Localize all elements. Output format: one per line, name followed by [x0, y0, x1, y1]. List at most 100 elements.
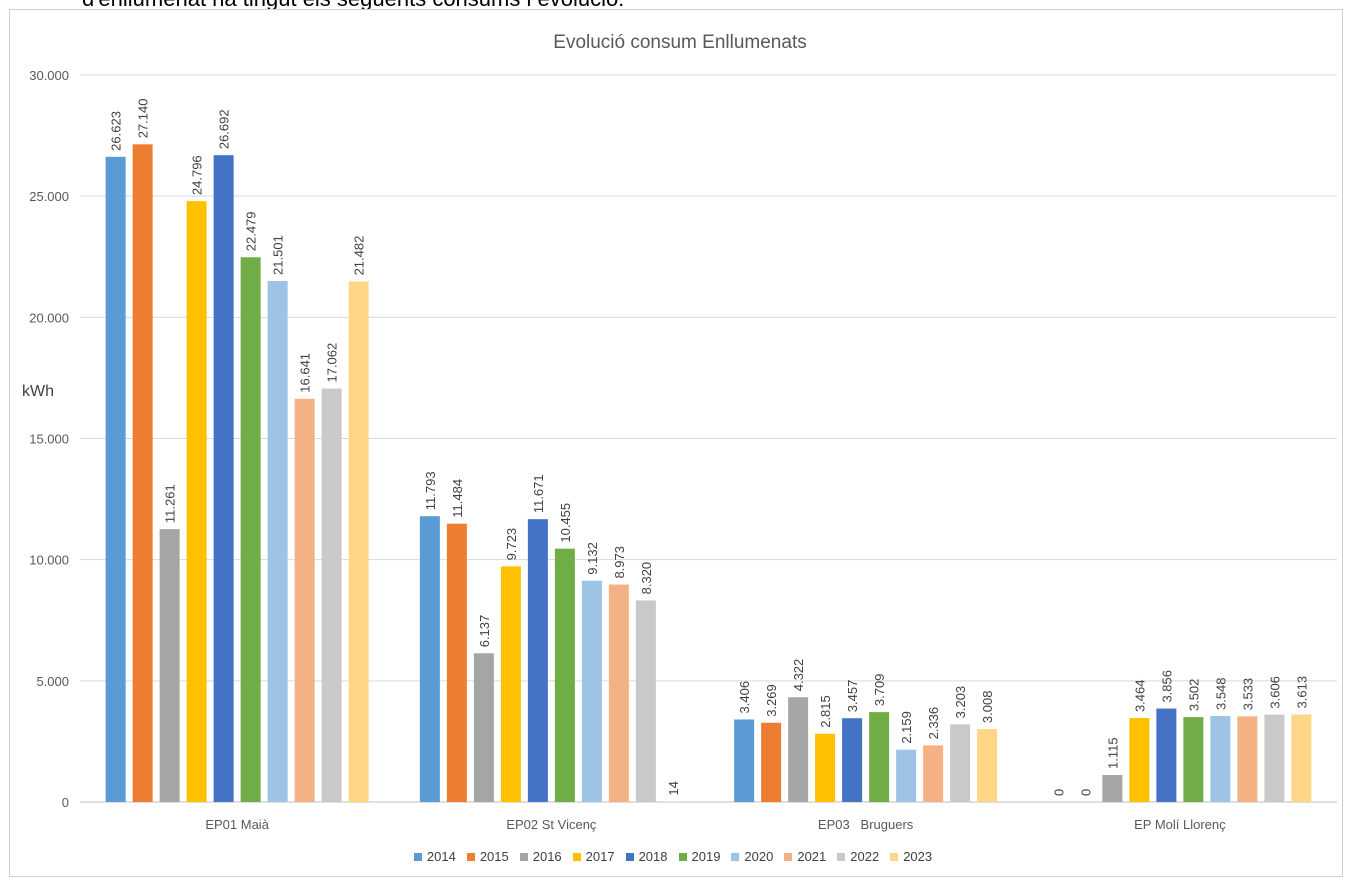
bar-2016	[473, 653, 494, 802]
y-tick-label: 5.000	[36, 674, 69, 689]
legend-label: 2017	[585, 849, 615, 864]
data-label: 3.613	[1294, 676, 1309, 709]
data-label: 3.502	[1186, 679, 1201, 712]
y-tick-labels: 0 5.000 10.000 15.000 20.000 25.000 30.000	[29, 68, 69, 810]
data-label: 9.723	[504, 528, 519, 561]
legend-swatch	[572, 852, 581, 861]
data-label: 11.671	[531, 474, 546, 513]
data-label: 22.479	[244, 211, 259, 251]
data-label: 4.322	[791, 659, 806, 692]
data-label: 27.140	[136, 99, 151, 139]
data-label: 2.159	[899, 711, 914, 744]
legend-label: 2015	[479, 849, 509, 864]
bar-2017	[815, 733, 836, 802]
legend-item: 2017	[572, 849, 615, 864]
legend-swatch	[625, 852, 634, 861]
data-label: 17.062	[325, 343, 340, 383]
bar-2023	[977, 729, 998, 802]
data-label: 24.796	[190, 155, 205, 195]
data-label: 0	[1051, 789, 1066, 796]
data-label: 21.501	[271, 235, 286, 275]
legend-item: 2022	[837, 849, 879, 864]
bar-2018	[842, 718, 863, 802]
bar-2018	[1156, 708, 1177, 802]
bar-2021	[923, 745, 944, 802]
data-label: 11.484	[450, 479, 465, 518]
legend-swatch	[466, 852, 475, 861]
legend-item: 2023	[890, 849, 932, 864]
bar-2014	[419, 516, 440, 802]
y-tick-label: 20.000	[29, 310, 69, 325]
bar-2022	[321, 388, 342, 802]
data-label: 3.269	[764, 684, 779, 717]
bars: 26.623 27.140 11.261 24.796 26.692 22.479 21.5…	[105, 99, 1312, 803]
legend-label: 2019	[691, 849, 721, 864]
legend-item: 2014	[413, 849, 456, 864]
legend-label: 2018	[638, 849, 668, 864]
data-label: 3.709	[872, 674, 887, 707]
legend-label: 2014	[426, 849, 456, 864]
bar-2019	[869, 712, 890, 802]
data-label: 21.482	[352, 236, 367, 276]
legend-swatch	[784, 852, 793, 861]
gridlines	[80, 74, 1337, 803]
data-label: 6.137	[477, 615, 492, 648]
bar-2020	[581, 580, 602, 802]
bar-2022	[635, 600, 656, 802]
bar-2016	[1102, 774, 1123, 802]
bar-2021	[1237, 716, 1258, 802]
legend-item: 2020	[731, 849, 773, 864]
legend-label: 2023	[903, 849, 933, 864]
data-label: 26.623	[109, 111, 124, 151]
bar-2019	[1183, 717, 1204, 802]
data-label: 3.406	[737, 681, 752, 714]
bar-2022	[950, 724, 971, 802]
data-label: 14	[666, 781, 681, 795]
bar-2023	[348, 281, 369, 802]
data-label: 0	[1078, 789, 1093, 796]
y-tick-label: 0	[62, 795, 69, 810]
data-label: 2.815	[818, 695, 833, 728]
data-label: 3.008	[980, 691, 995, 724]
bar-2021	[294, 398, 315, 802]
legend-label: 2022	[850, 849, 880, 864]
data-label: 3.606	[1267, 676, 1282, 709]
data-label: 3.464	[1132, 680, 1147, 713]
legend: 2014 2015 2016 2017 2018 2019 2020 2021 2022 2023	[0, 849, 1346, 864]
x-tick-label: EP01 Maià	[205, 817, 269, 832]
bar-2014	[734, 719, 755, 802]
bar-2016	[159, 529, 180, 802]
bar-2016	[788, 697, 809, 802]
legend-swatch	[837, 852, 846, 861]
legend-swatch	[413, 852, 422, 861]
data-label: 8.320	[639, 562, 654, 595]
bar-2021	[608, 584, 629, 802]
legend-item: 2016	[519, 849, 562, 864]
legend-label: 2021	[797, 849, 827, 864]
bar-2014	[105, 156, 126, 803]
legend-item: 2021	[784, 849, 826, 864]
legend-item: 2018	[625, 849, 668, 864]
y-axis-label: kWh	[22, 383, 54, 400]
bar-2018	[527, 519, 548, 802]
legend-swatch	[678, 852, 687, 861]
legend-item: 2019	[678, 849, 721, 864]
bar-2015	[761, 722, 782, 802]
bar-2020	[1210, 716, 1231, 802]
data-label: 3.856	[1159, 670, 1174, 703]
data-label: 3.203	[953, 686, 968, 719]
data-label: 3.457	[845, 680, 860, 713]
bar-2019	[554, 548, 575, 802]
data-label: 1.115	[1105, 737, 1120, 769]
data-label: 11.793	[423, 471, 438, 510]
chart-title: Evolució consum Enllumenats	[553, 32, 806, 53]
bar-2020	[896, 749, 917, 802]
data-label: 16.641	[298, 353, 313, 393]
legend-swatch	[890, 852, 899, 861]
bar-2017	[500, 566, 521, 802]
x-tick-label: EP03 Bruguers	[818, 817, 914, 832]
legend-label: 2016	[532, 849, 562, 864]
bar-2020	[267, 280, 288, 802]
data-label: 8.973	[612, 546, 627, 579]
